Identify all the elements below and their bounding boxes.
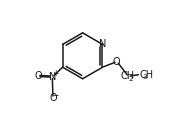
Text: 3: 3 — [143, 74, 147, 80]
Text: CH: CH — [139, 70, 153, 80]
Text: +: + — [52, 69, 58, 78]
Text: CH: CH — [121, 71, 135, 81]
Text: −: − — [52, 91, 59, 100]
Text: O: O — [113, 57, 121, 67]
Text: O: O — [34, 71, 42, 81]
Text: N: N — [99, 39, 106, 49]
Text: 2: 2 — [129, 76, 133, 82]
Text: O: O — [49, 93, 57, 103]
Text: N: N — [49, 72, 56, 82]
